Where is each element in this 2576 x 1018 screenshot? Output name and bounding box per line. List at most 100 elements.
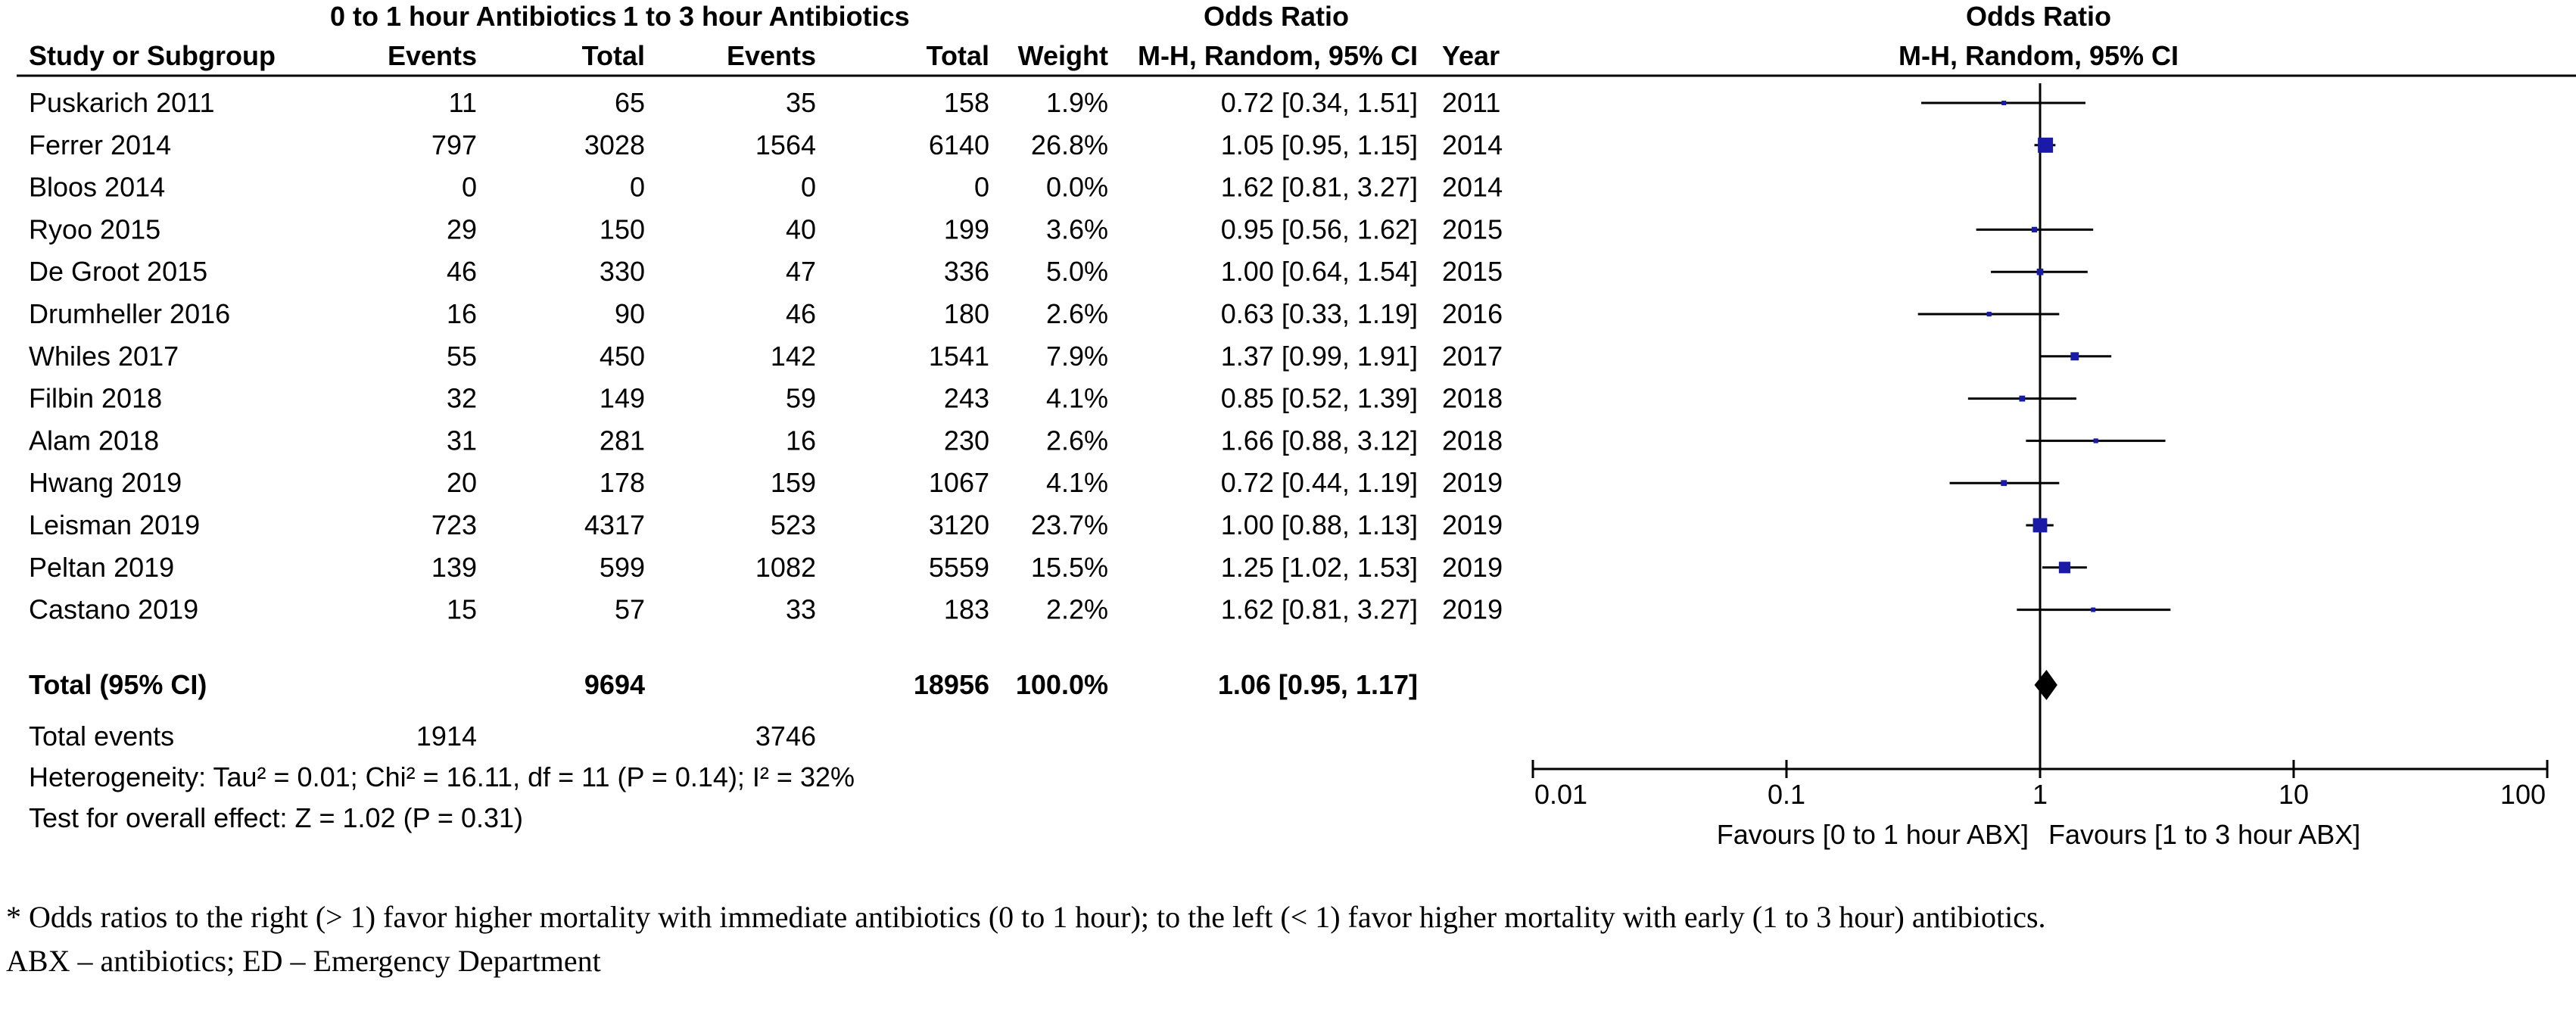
weight-cell: 1.9% bbox=[1046, 87, 1108, 118]
total1-cell: 281 bbox=[600, 425, 645, 456]
weight-cell: 2.2% bbox=[1046, 594, 1108, 625]
total2-sum: 18956 bbox=[914, 669, 989, 700]
weight-cell: 7.9% bbox=[1046, 341, 1108, 372]
total2-header: Total bbox=[927, 40, 989, 71]
weight-cell: 3.6% bbox=[1046, 213, 1108, 244]
study-name: De Groot 2015 bbox=[29, 256, 207, 287]
events2-cell: 0 bbox=[801, 172, 816, 203]
favours-right-label: Favours [1 to 3 hour ABX] bbox=[2048, 819, 2360, 850]
or-ci-cell: 1.25 [1.02, 1.53] bbox=[1221, 552, 1418, 583]
weight-cell: 23.7% bbox=[1031, 509, 1108, 540]
events2-header: Events bbox=[727, 40, 816, 71]
weight-cell: 4.1% bbox=[1046, 383, 1108, 414]
total2-cell: 6140 bbox=[929, 129, 989, 160]
year-cell: 2017 bbox=[1442, 341, 1503, 372]
footnote-line-2: ABX – antibiotics; ED – Emergency Depart… bbox=[6, 944, 601, 978]
events1-cell: 31 bbox=[447, 425, 477, 456]
total1-cell: 149 bbox=[600, 383, 645, 414]
effect-square bbox=[2031, 226, 2038, 233]
total2-cell: 0 bbox=[974, 172, 989, 203]
or-ci-cell: 1.05 [0.95, 1.15] bbox=[1221, 129, 1418, 160]
study-name: Ferrer 2014 bbox=[29, 129, 171, 160]
total1-cell: 178 bbox=[600, 467, 645, 498]
total1-cell: 450 bbox=[600, 341, 645, 372]
study-name: Ryoo 2015 bbox=[29, 213, 160, 244]
total1-cell: 0 bbox=[630, 172, 645, 203]
total1-cell: 330 bbox=[600, 256, 645, 287]
footnote-line-1: * Odds ratios to the right (> 1) favor h… bbox=[6, 900, 2046, 934]
effect-square bbox=[2070, 352, 2079, 361]
plot-title: Odds Ratio bbox=[1966, 1, 2111, 32]
events1-cell: 797 bbox=[431, 129, 477, 160]
year-cell: 2014 bbox=[1442, 129, 1503, 160]
weight-header: Weight bbox=[1018, 40, 1108, 71]
year-cell: 2019 bbox=[1442, 509, 1503, 540]
or-ci-cell: 0.85 [0.52, 1.39] bbox=[1221, 383, 1418, 414]
or-ci-cell: 1.62 [0.81, 3.27] bbox=[1221, 172, 1418, 203]
effect-square bbox=[2093, 438, 2098, 444]
weight-cell: 0.0% bbox=[1046, 172, 1108, 203]
effect-square bbox=[2001, 101, 2007, 105]
effect-square bbox=[2091, 607, 2096, 612]
year-cell: 2011 bbox=[1442, 87, 1500, 118]
x-tick-label: 100 bbox=[2500, 779, 2546, 810]
total1-cell: 599 bbox=[600, 552, 645, 583]
weight-cell: 2.6% bbox=[1046, 425, 1108, 456]
total1-cell: 3028 bbox=[584, 129, 645, 160]
year-cell: 2014 bbox=[1442, 172, 1503, 203]
or-ci-cell: 1.62 [0.81, 3.27] bbox=[1221, 594, 1418, 625]
total2-cell: 199 bbox=[944, 213, 989, 244]
study-name: Peltan 2019 bbox=[29, 552, 174, 583]
effect-square bbox=[2058, 562, 2071, 574]
events2-cell: 1082 bbox=[755, 552, 816, 583]
weight-cell: 2.6% bbox=[1046, 298, 1108, 329]
events1-cell: 15 bbox=[447, 594, 477, 625]
weight-cell: 5.0% bbox=[1046, 256, 1108, 287]
or-ci-cell: 0.95 [0.56, 1.62] bbox=[1221, 213, 1418, 244]
year-cell: 2018 bbox=[1442, 383, 1503, 414]
events2-cell: 33 bbox=[786, 594, 816, 625]
or-ci-cell: 0.72 [0.34, 1.51] bbox=[1221, 87, 1418, 118]
year-cell: 2019 bbox=[1442, 467, 1503, 498]
heterogeneity-text: Heterogeneity: Tau² = 0.01; Chi² = 16.11… bbox=[29, 761, 855, 792]
study-column-header: Study or Subgroup bbox=[29, 40, 276, 71]
year-cell: 2015 bbox=[1442, 256, 1503, 287]
total2-cell: 1067 bbox=[929, 467, 989, 498]
events1-cell: 20 bbox=[447, 467, 477, 498]
total-events-label: Total events bbox=[29, 721, 174, 752]
total2-cell: 183 bbox=[944, 594, 989, 625]
year-cell: 2015 bbox=[1442, 213, 1503, 244]
events1-cell: 55 bbox=[447, 341, 477, 372]
effect-square bbox=[2019, 395, 2026, 402]
favours-left-label: Favours [0 to 1 hour ABX] bbox=[1717, 819, 2029, 850]
or-ci-cell: 1.66 [0.88, 3.12] bbox=[1221, 425, 1418, 456]
events2-cell: 40 bbox=[786, 213, 816, 244]
events1-cell: 723 bbox=[431, 509, 477, 540]
total2-cell: 336 bbox=[944, 256, 989, 287]
or-ci-cell: 0.72 [0.44, 1.19] bbox=[1221, 467, 1418, 498]
or-ci-cell: 1.00 [0.64, 1.54] bbox=[1221, 256, 1418, 287]
x-tick-label: 0.01 bbox=[1534, 779, 1587, 810]
year-cell: 2016 bbox=[1442, 298, 1503, 329]
total-events-group2: 3746 bbox=[755, 721, 816, 752]
events2-cell: 523 bbox=[771, 509, 816, 540]
events1-cell: 16 bbox=[447, 298, 477, 329]
effect-square bbox=[2032, 518, 2048, 533]
total2-cell: 5559 bbox=[929, 552, 989, 583]
study-name: Whiles 2017 bbox=[29, 341, 179, 372]
events2-cell: 46 bbox=[786, 298, 816, 329]
events2-cell: 59 bbox=[786, 383, 816, 414]
events2-cell: 1564 bbox=[755, 129, 816, 160]
events2-cell: 159 bbox=[771, 467, 816, 498]
total2-cell: 3120 bbox=[929, 509, 989, 540]
study-rows: Puskarich 2011 11 65 35 158 1.9% 0.72 [0.34, 1… bbox=[29, 87, 1503, 700]
overall-effect-text: Test for overall effect: Z = 1.02 (P = 0… bbox=[29, 802, 523, 833]
total1-cell: 90 bbox=[615, 298, 645, 329]
effect-square bbox=[2038, 137, 2054, 153]
total2-cell: 158 bbox=[944, 87, 989, 118]
x-tick-label: 1 bbox=[2032, 779, 2048, 810]
weight-cell: 4.1% bbox=[1046, 467, 1108, 498]
group1-header: 0 to 1 hour Antibiotics bbox=[330, 1, 617, 32]
